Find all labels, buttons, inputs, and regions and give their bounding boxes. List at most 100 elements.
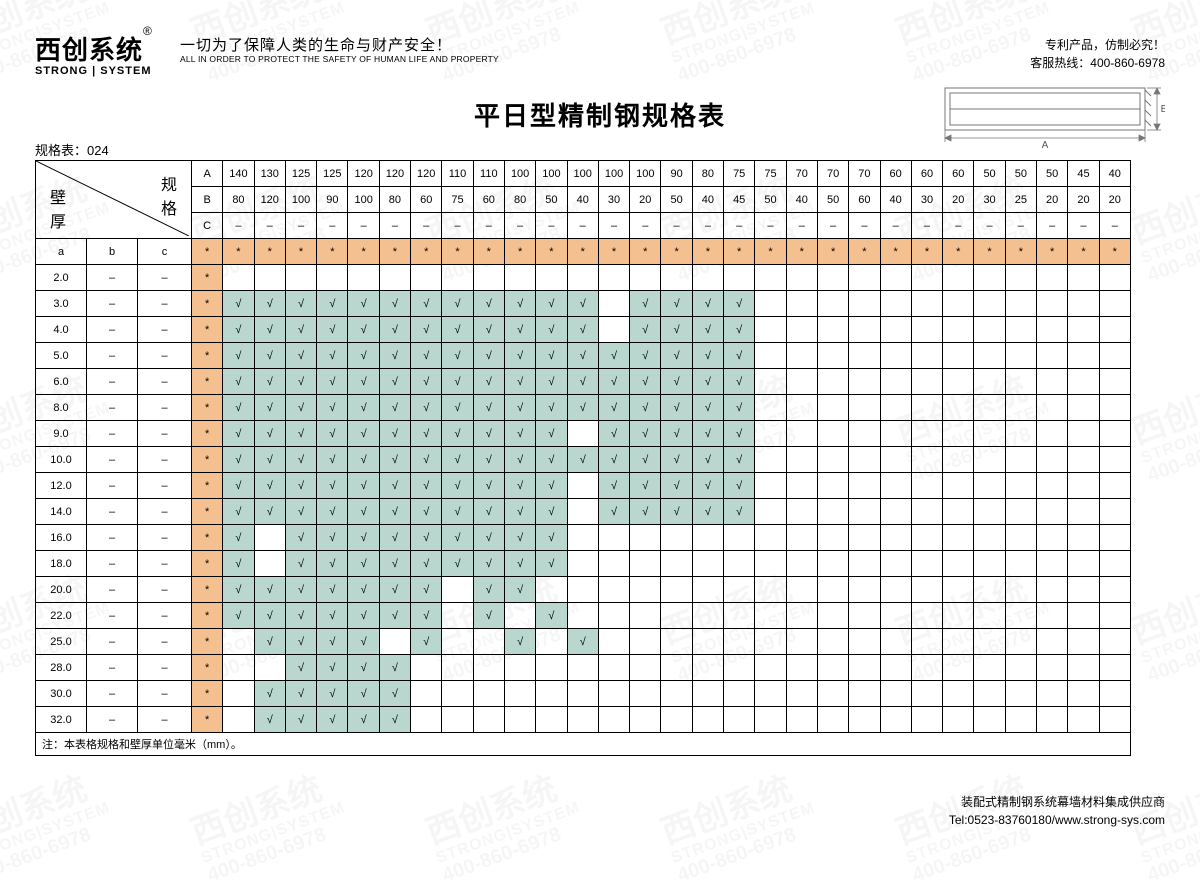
check-cell: √ (285, 317, 316, 343)
check-cell: √ (536, 421, 567, 447)
empty-cell (911, 473, 942, 499)
empty-cell (1099, 629, 1130, 655)
empty-cell (880, 473, 911, 499)
check-cell: √ (223, 421, 254, 447)
col-a-value: 100 (567, 161, 598, 187)
check-cell: √ (317, 447, 348, 473)
empty-cell (598, 629, 629, 655)
col-c-value: – (1037, 213, 1068, 239)
col-a-value: 120 (348, 161, 379, 187)
col-b-value: 30 (974, 187, 1005, 213)
empty-cell (661, 265, 692, 291)
empty-cell (1099, 551, 1130, 577)
empty-cell (724, 603, 755, 629)
empty-cell (1005, 291, 1036, 317)
star-cell: * (254, 239, 285, 265)
check-cell: √ (504, 447, 535, 473)
empty-cell (1068, 317, 1099, 343)
empty-cell (943, 499, 974, 525)
val-c: – (138, 603, 192, 629)
empty-cell (598, 551, 629, 577)
registered-icon: ® (143, 24, 152, 38)
col-a-value: 45 (1068, 161, 1099, 187)
val-a: 14.0 (36, 499, 87, 525)
empty-cell (911, 577, 942, 603)
check-cell: √ (724, 395, 755, 421)
col-a-value: 100 (504, 161, 535, 187)
page-footer: 装配式精制钢系统幕墙材料集成供应商 Tel:0523-83760180/www.… (949, 793, 1165, 829)
empty-cell (1005, 473, 1036, 499)
check-cell: √ (473, 473, 504, 499)
empty-cell (943, 603, 974, 629)
empty-cell (1005, 395, 1036, 421)
empty-cell (692, 681, 723, 707)
check-cell: √ (473, 447, 504, 473)
empty-cell (943, 577, 974, 603)
check-cell: √ (473, 343, 504, 369)
table-row: 3.0––*√√√√√√√√√√√√√√√√ (36, 291, 1131, 317)
val-c: – (138, 499, 192, 525)
empty-cell (598, 577, 629, 603)
check-cell: √ (379, 577, 410, 603)
empty-cell (911, 421, 942, 447)
empty-cell (1068, 603, 1099, 629)
check-cell: √ (661, 395, 692, 421)
empty-cell (1068, 577, 1099, 603)
check-cell: √ (223, 291, 254, 317)
check-cell: √ (504, 395, 535, 421)
empty-cell (1099, 447, 1130, 473)
check-cell: √ (473, 421, 504, 447)
check-cell: √ (348, 369, 379, 395)
star-cell: * (974, 239, 1005, 265)
empty-cell (1005, 551, 1036, 577)
star-cell: * (817, 239, 848, 265)
thickness-label: 壁厚 (50, 184, 66, 232)
star-cell: * (192, 473, 223, 499)
col-b-value: 100 (348, 187, 379, 213)
val-a: 25.0 (36, 629, 87, 655)
empty-cell (692, 707, 723, 733)
empty-cell (849, 603, 880, 629)
empty-cell (817, 655, 848, 681)
check-cell: √ (379, 499, 410, 525)
check-cell: √ (411, 577, 442, 603)
check-cell: √ (442, 421, 473, 447)
empty-cell (911, 317, 942, 343)
empty-cell (817, 707, 848, 733)
col-c-value: – (473, 213, 504, 239)
check-cell: √ (473, 369, 504, 395)
check-cell: √ (598, 499, 629, 525)
empty-cell (943, 395, 974, 421)
dim-a-label: A (1042, 140, 1049, 150)
empty-cell (442, 603, 473, 629)
col-a-value: 40 (1099, 161, 1130, 187)
check-cell: √ (317, 473, 348, 499)
logo-en: STRONG | SYSTEM (35, 65, 152, 77)
empty-cell (880, 525, 911, 551)
empty-cell (223, 265, 254, 291)
star-cell: * (411, 239, 442, 265)
empty-cell (598, 655, 629, 681)
check-cell: √ (379, 525, 410, 551)
val-b: – (87, 395, 138, 421)
empty-cell (630, 681, 661, 707)
check-cell: √ (504, 551, 535, 577)
empty-cell (786, 421, 817, 447)
empty-cell (974, 421, 1005, 447)
empty-cell (786, 291, 817, 317)
empty-cell (223, 629, 254, 655)
top-right-info: 专利产品，仿制必究！ 客服热线：400-860-6978 (1030, 36, 1165, 72)
check-cell: √ (348, 655, 379, 681)
spec-table-wrapper: 规格壁厚A14013012512512012012011011010010010… (35, 160, 1131, 756)
empty-cell (1099, 655, 1130, 681)
check-cell: √ (536, 499, 567, 525)
empty-cell (661, 603, 692, 629)
col-b-value: 20 (943, 187, 974, 213)
check-cell: √ (379, 603, 410, 629)
check-cell: √ (536, 551, 567, 577)
check-cell: √ (411, 473, 442, 499)
val-b: – (87, 499, 138, 525)
check-cell: √ (223, 317, 254, 343)
empty-cell (1037, 343, 1068, 369)
empty-cell (630, 551, 661, 577)
